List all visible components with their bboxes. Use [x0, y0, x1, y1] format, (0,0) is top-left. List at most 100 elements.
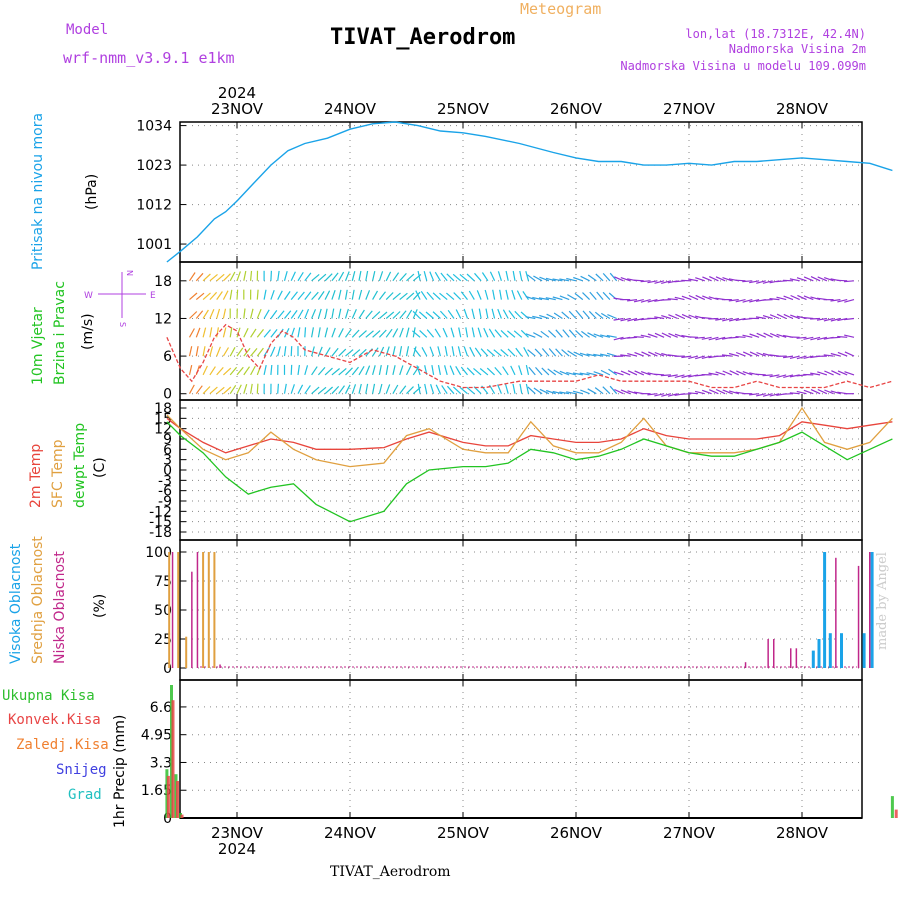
wind-arrow	[297, 364, 300, 375]
wind-arrow	[417, 270, 421, 281]
wind-arrow	[392, 311, 401, 319]
wind-arrow	[735, 279, 746, 282]
wind-arrow	[701, 389, 712, 395]
wind-arrow	[722, 277, 733, 282]
wind-arrow	[324, 347, 331, 357]
wind-arrow	[412, 310, 421, 319]
wind-arrow	[831, 370, 841, 376]
wind-arrow	[589, 291, 597, 300]
wind-arrow	[661, 280, 672, 284]
wind-arrow	[782, 393, 794, 395]
wind-arrow	[735, 351, 746, 357]
wind-arrow	[559, 391, 570, 395]
wind-arrow	[620, 389, 631, 395]
wind-arrow	[188, 384, 195, 394]
wind-arrow	[446, 273, 455, 282]
compass-w: W	[84, 291, 93, 301]
snow-label: Snijeg	[56, 762, 107, 778]
wind-arrow	[830, 299, 841, 302]
conv-precip-bar	[171, 700, 175, 818]
wind-arrow	[762, 315, 773, 320]
wind-arrow	[236, 347, 244, 357]
wind-arrow	[222, 273, 231, 282]
wind-arrow	[385, 384, 391, 394]
wind-arrow	[837, 299, 848, 303]
wind-arrow	[830, 317, 841, 322]
wind-arrow	[202, 346, 206, 357]
day-label-bottom: 25NOV	[437, 824, 490, 842]
wind-arrow	[202, 365, 208, 376]
footer-station: TIVAT_Aerodrom	[330, 864, 451, 880]
temp2m-label: 2m Temp	[28, 444, 44, 508]
wind-arrow	[385, 311, 395, 319]
wind-arrow	[547, 368, 557, 376]
wind-arrow	[660, 374, 671, 377]
wind-arrow	[256, 329, 264, 338]
wind-arrow	[627, 353, 638, 357]
wind-arrow	[695, 294, 706, 301]
wind-arrow	[478, 308, 482, 319]
wind-arrow	[555, 329, 563, 338]
high-cloud-bar	[862, 633, 866, 668]
wind-arrow	[525, 316, 536, 320]
wind-arrow	[527, 349, 536, 357]
wind-arrow	[535, 367, 543, 376]
wind-arrow	[567, 350, 577, 357]
wind-arrow	[392, 384, 399, 394]
wind-arrow	[749, 393, 760, 396]
wind-label: 10m Vjetar	[30, 307, 46, 385]
wind-arrow	[647, 393, 658, 396]
wind-arrow	[331, 347, 339, 357]
wind-arrow	[588, 310, 597, 319]
wind-unit: (m/s)	[80, 313, 96, 350]
wind-arrow	[627, 336, 638, 339]
day-label-bottom: 23NOV	[211, 824, 264, 842]
wind-arrow	[796, 390, 807, 395]
wind-arrow	[580, 389, 590, 395]
precip-tick-label: 0	[163, 811, 172, 827]
wind-arrow	[552, 296, 563, 301]
day-label-top: 23NOV	[211, 100, 264, 118]
wind-arrow	[290, 271, 296, 282]
high-cloud-bar	[828, 633, 832, 668]
mid-cloud-bar	[177, 552, 180, 668]
wind-arrow	[344, 271, 350, 282]
wind-arrow	[755, 373, 766, 376]
wind-arrow	[566, 277, 577, 282]
mid-cloud-bar	[207, 552, 210, 668]
wind-arrow	[250, 365, 256, 376]
wind-arrow	[430, 384, 435, 394]
wind-arrow	[460, 366, 468, 376]
wind-arrow	[497, 271, 502, 281]
wind-arrow	[216, 308, 221, 319]
wind-arrow	[378, 291, 386, 300]
wind-arrow	[311, 386, 320, 395]
wind-arrow	[581, 330, 590, 338]
compass-e: E	[150, 291, 156, 301]
wind-arrow	[405, 327, 410, 338]
wind-arrow	[620, 317, 631, 322]
wind-arrow	[358, 365, 365, 376]
wind-arrow	[810, 372, 821, 376]
station-title: TIVAT_Aerodrom	[330, 25, 515, 50]
wind-arrow	[468, 290, 475, 300]
wind-arrow	[507, 348, 516, 357]
wind-arrow	[512, 270, 516, 281]
wind-arrow	[417, 383, 421, 394]
wind-arrow	[494, 367, 502, 376]
wind-arrow	[358, 383, 362, 394]
cloud-tick-label: 0	[163, 661, 172, 677]
wind-arrow	[600, 312, 611, 320]
wind-arrow	[702, 295, 712, 301]
wind-arrow	[345, 367, 353, 376]
wind-arrow	[553, 369, 563, 376]
wind-arrow	[365, 270, 369, 281]
wind-arrow	[627, 370, 638, 376]
wind-arrow	[250, 308, 254, 319]
wind-arrow	[756, 280, 766, 284]
wind-arrow	[742, 351, 753, 357]
wind-arrow	[844, 299, 855, 303]
wind-arrow	[434, 271, 441, 282]
wind-arrow	[480, 348, 489, 357]
